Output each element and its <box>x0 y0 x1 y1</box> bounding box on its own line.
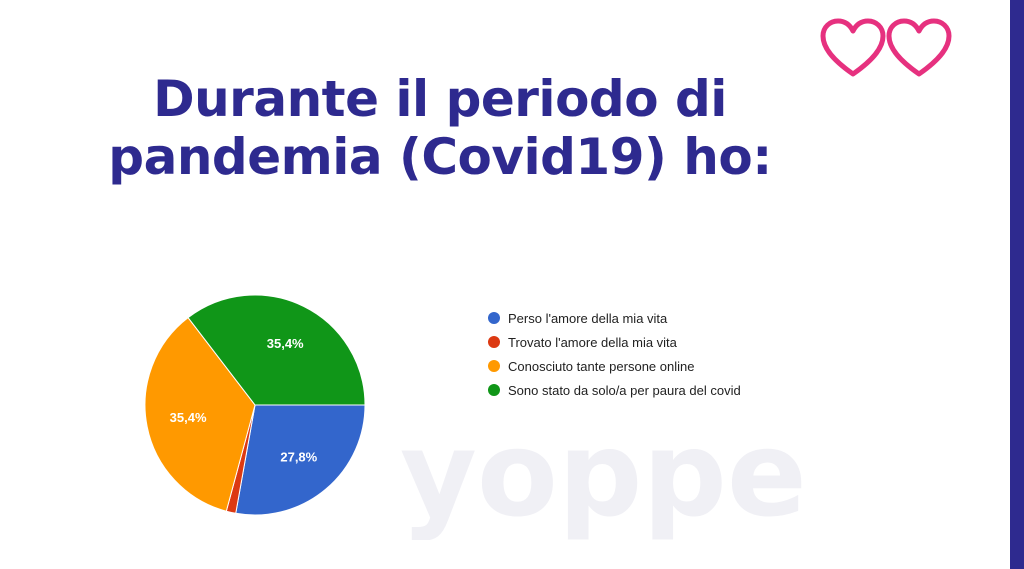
pie-data-label-1: 27,8% <box>280 449 317 464</box>
legend-swatch-2 <box>488 336 500 348</box>
title-line-2: pandemia (Covid19) ho: <box>108 128 772 186</box>
legend-swatch-1 <box>488 312 500 324</box>
page-title: Durante il periodo di pandemia (Covid19)… <box>60 70 820 186</box>
legend-label-2: Trovato l'amore della mia vita <box>508 334 677 350</box>
legend-label-4: Sono stato da solo/a per paura del covid <box>508 382 741 398</box>
heart-right-icon <box>886 18 952 77</box>
legend-item-4: Sono stato da solo/a per paura del covid <box>488 378 741 402</box>
pie-chart: 27,8% 35,4% 35,4% <box>144 294 366 516</box>
pie-data-label-4: 35,4% <box>267 336 304 351</box>
legend-label-1: Perso l'amore della mia vita <box>508 310 668 326</box>
right-accent-bar <box>1010 0 1024 569</box>
legend-swatch-3 <box>488 360 500 372</box>
pie-slice-4 <box>187 294 366 406</box>
legend-label-3: Conosciuto tante persone online <box>508 358 695 374</box>
watermark-text: yoppe <box>400 420 807 540</box>
legend-item-1: Perso l'amore della mia vita <box>488 306 741 330</box>
pie-data-label-3: 35,4% <box>170 410 207 425</box>
title-line-1: Durante il periodo di <box>153 70 727 128</box>
legend-swatch-4 <box>488 384 500 396</box>
legend-item-2: Trovato l'amore della mia vita <box>488 330 741 354</box>
legend-item-3: Conosciuto tante persone online <box>488 354 741 378</box>
hearts-logo-icon <box>820 18 952 77</box>
pie-slice-1 <box>235 404 366 516</box>
yoppe-watermark-logo: yoppe <box>400 420 807 540</box>
chart-legend: Perso l'amore della mia vita Trovato l'am… <box>488 306 741 402</box>
heart-left-icon <box>820 18 886 77</box>
pie-slice-3 <box>144 316 256 512</box>
